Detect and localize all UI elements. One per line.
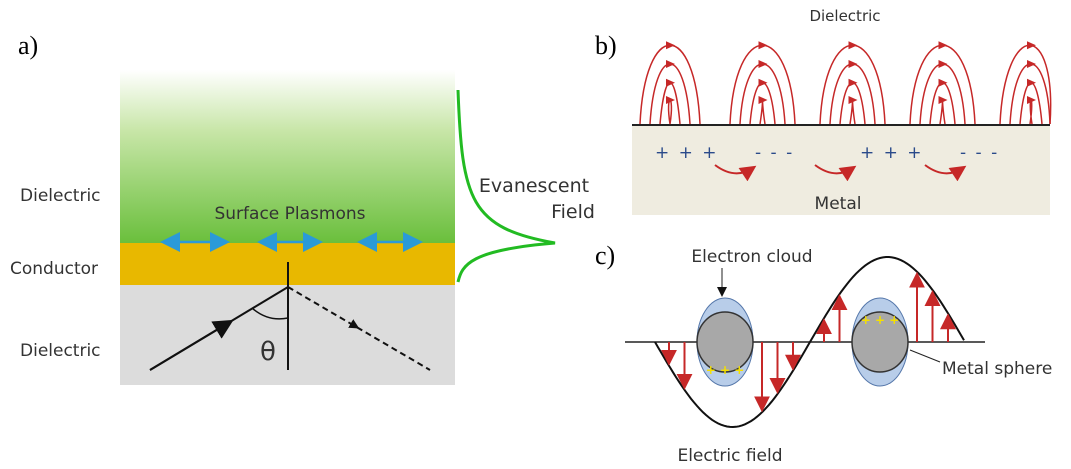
sphere-charge: + + +: [706, 363, 745, 377]
charge-label: + + +: [860, 143, 924, 163]
panel-a: a) Dielectric Conductor Dielectric Surfa…: [10, 31, 595, 385]
arc-arrowhead: [939, 60, 948, 68]
arc-arrowhead: [666, 41, 675, 49]
charge-label: - - -: [960, 143, 999, 163]
plasmon-label: Surface Plasmons: [214, 204, 365, 224]
sphere: [852, 298, 908, 386]
region-label: Metal: [815, 194, 862, 214]
panel-c: + + + + + + c) Electron cloud Metal sphe…: [595, 241, 1052, 466]
field-arc: [850, 100, 855, 124]
field-arc: [920, 64, 965, 124]
field-arc: [660, 83, 680, 124]
arc-arrowhead: [666, 60, 675, 68]
field-arc: [1010, 64, 1050, 124]
field-arc: [940, 100, 945, 124]
layer-label: Dielectric: [20, 341, 101, 361]
field-arc: [1000, 45, 1051, 124]
field-arc: [650, 64, 690, 124]
annotation: Electron cloud: [691, 247, 812, 267]
region-label: Dielectric: [809, 7, 880, 25]
angle-label: θ: [260, 337, 276, 367]
arc-arrowhead: [1027, 41, 1036, 49]
field-label: Evanescent: [479, 175, 589, 197]
panel-label: c): [595, 241, 615, 270]
field-arc: [1030, 100, 1032, 124]
annotation: Electric field: [677, 446, 782, 466]
arc-arrowhead: [849, 41, 858, 49]
panel-label: a): [18, 31, 38, 60]
arc-arrowhead: [759, 60, 768, 68]
arc-arrowhead: [939, 41, 948, 49]
field-label: Field: [551, 201, 595, 223]
field-arc: [740, 64, 785, 124]
layer-label: Dielectric: [20, 186, 101, 206]
pointer: [910, 350, 940, 362]
arc-arrowhead: [1027, 60, 1036, 68]
annotation: Metal sphere: [942, 359, 1052, 379]
panel-b: b) Dielectric Metal + + + - - - + + + - - -: [595, 7, 1051, 215]
figure: a) Dielectric Conductor Dielectric Surfa…: [0, 0, 1071, 469]
field-arc: [669, 100, 672, 124]
arc-arrowhead: [849, 60, 858, 68]
field-arc: [830, 64, 875, 124]
charge-label: - - -: [755, 143, 794, 163]
charge-label: + + +: [655, 143, 719, 163]
field-arc: [760, 100, 765, 124]
sphere-charge: + + +: [861, 313, 900, 327]
panel-label: b): [595, 31, 617, 60]
arc-arrowhead: [759, 41, 768, 49]
layer-label: Conductor: [10, 259, 98, 279]
